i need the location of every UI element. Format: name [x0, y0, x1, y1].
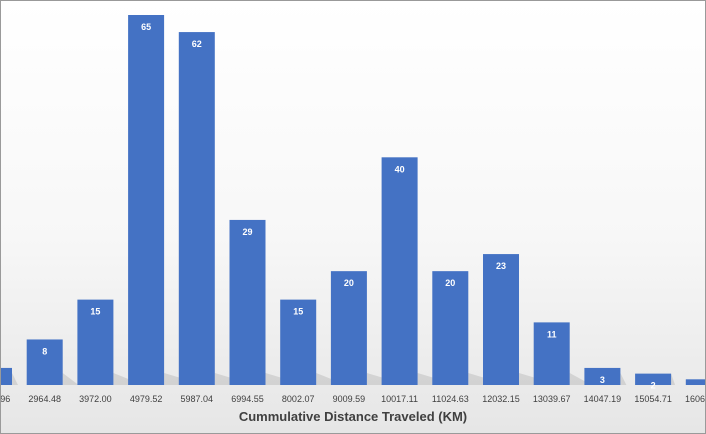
x-tick-label: 8002.07: [282, 394, 315, 404]
x-tick-label: 12032.15: [482, 394, 520, 404]
data-labels: 8 15 65 62 29 15 20 40 20 23 11 3 2: [42, 22, 655, 391]
data-label: 29: [242, 227, 252, 237]
x-tick-label: 2964.48: [28, 394, 61, 404]
bar: [280, 299, 317, 385]
bar: [1, 367, 12, 385]
x-tick-label: 9009.59: [333, 394, 366, 404]
bar: [229, 219, 266, 385]
bar: [178, 32, 215, 385]
x-tick-label: 10017.11: [381, 394, 418, 404]
bar-shadow: [12, 373, 18, 385]
bar: [128, 15, 165, 385]
data-label: 23: [496, 261, 506, 271]
bar: [685, 379, 705, 385]
x-tick-label: 14047.19: [584, 394, 622, 404]
x-tick-labels: 1957.96 2964.48 3972.00 4979.52 5987.04 6994.…: [1, 394, 705, 404]
data-label: 8: [42, 346, 47, 356]
data-label: 15: [90, 307, 100, 317]
bar: [26, 339, 63, 385]
data-label: 3: [600, 375, 605, 385]
data-label: 62: [192, 39, 202, 49]
bar: [330, 271, 367, 385]
bar: [77, 299, 114, 385]
x-tick-label: 5987.04: [181, 394, 214, 404]
data-label: 20: [344, 278, 354, 288]
bar: [483, 254, 519, 385]
bar: [533, 322, 570, 385]
bar-shadow: [671, 373, 676, 385]
bar-shadow: [620, 373, 627, 385]
data-label: 2: [651, 381, 656, 391]
bar: [584, 367, 621, 385]
x-tick-label: 4979.52: [130, 394, 163, 404]
data-label: 20: [445, 278, 455, 288]
bar-shadow: [569, 373, 592, 385]
x-tick-label: 6994.55: [231, 394, 264, 404]
x-tick-label: 1957.96: [1, 394, 10, 404]
bar: [432, 271, 469, 385]
bar-shadow: [62, 373, 79, 385]
bar: [381, 157, 418, 385]
x-tick-label: 15054.71: [634, 394, 672, 404]
x-tick-label: 11024.63: [432, 394, 469, 404]
x-axis-title: Cummulative Distance Traveled (KM): [238, 409, 468, 424]
x-tick-label: 16062.23: [685, 394, 705, 404]
bars: [1, 15, 705, 385]
bar: [635, 373, 672, 385]
data-label: 65: [141, 22, 151, 32]
data-label: 15: [293, 307, 303, 317]
x-tick-label: 3972.00: [79, 394, 112, 404]
x-tick-label: 13039.67: [533, 394, 571, 404]
data-label: 11: [547, 329, 557, 339]
data-label: 40: [395, 164, 405, 174]
